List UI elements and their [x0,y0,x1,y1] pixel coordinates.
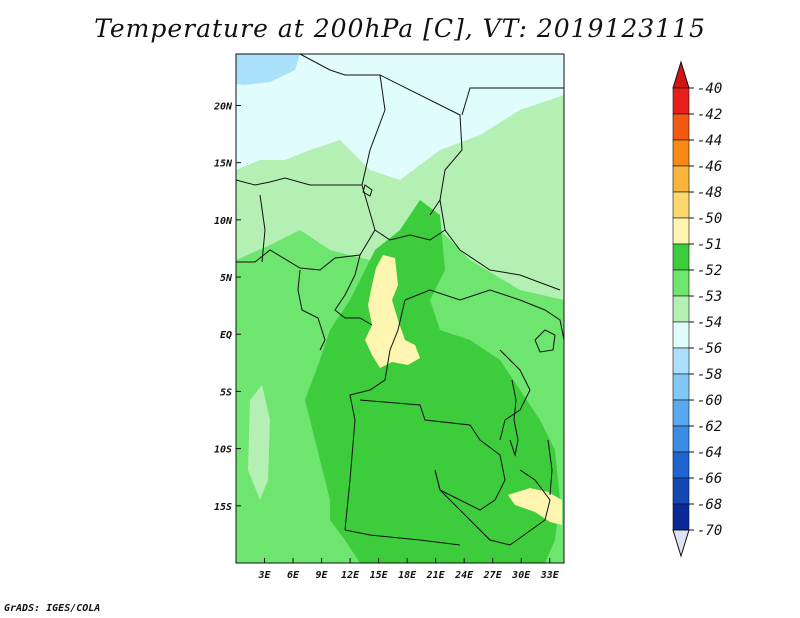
colorbar-label: -42 [697,107,722,123]
colorbar-bottom-arrow [672,529,690,558]
colorbar-swatch [672,321,690,349]
field-yellow-congo [365,255,420,368]
colorbar-label: -58 [697,367,722,383]
colorbar-swatch [672,451,690,479]
colorbar-swatch [672,243,690,271]
colorbar-swatch [672,503,690,531]
colorbar-swatch [672,165,690,193]
field-pale-cyan-north [236,54,564,180]
lon-tick-label: 30E [511,570,531,581]
lon-tick-label: 21E [426,570,446,581]
colorbar-swatch [672,295,690,323]
field-light-blue-nw [236,54,300,85]
colorbar-label: -40 [697,81,722,97]
lon-tick-label: 18E [398,570,417,581]
colorbar-label: -56 [697,341,722,357]
lat-tick-label: 15N [214,159,233,170]
map-frame [235,53,565,564]
grads-credit: GrADS: IGES/COLA [4,603,101,614]
colorbar-label: -60 [697,393,722,409]
field-green-central [305,200,560,563]
lat-tick-label: 5N [220,273,233,284]
colorbar-label: -68 [697,497,722,513]
colorbar-label: -70 [697,523,722,539]
colorbar-swatch [672,269,690,297]
field-light-green-southwest [248,385,270,500]
lon-tick-label: 12E [341,570,360,581]
lon-tick-label: 6E [287,570,300,581]
country-borders [236,54,564,546]
lat-tick-label: 20N [213,101,233,112]
colorbar-label: -62 [697,419,722,435]
lon-tick-label: 24E [454,570,474,581]
colorbar-label: -66 [697,471,722,487]
lat-tick-label: 10N [214,216,233,227]
colorbar-label: -50 [697,211,722,227]
lon-tick-label: 3E [257,570,271,581]
colorbar-swatch [672,477,690,505]
colorbar-swatch [672,373,690,401]
colorbar-swatch [672,113,690,141]
lon-tick-label: 9E [316,570,329,581]
colorbar-label: -64 [697,445,722,461]
colorbar-label: -51 [697,237,722,253]
colorbar-swatch [672,425,690,453]
colorbar-label: -44 [697,133,722,149]
lon-tick-label: 33E [540,570,560,581]
lat-tick-label: 10S [214,445,232,456]
latitude-ticks: 20N 15N 10N 5N EQ 5S 10S 15S [213,101,241,513]
colorbar-swatch [672,399,690,427]
colorbar-top-arrow [672,60,690,89]
lon-tick-label: 15E [370,570,389,581]
colorbar-label: -48 [697,185,722,201]
longitude-ticks: 3E 6E 9E 12E 15E 18E 21E 24E 27E 30E 33E [257,558,560,581]
lat-tick-label: EQ [220,330,232,341]
lat-tick-label: 15S [214,502,232,513]
lake-outlines [362,184,556,496]
colorbar-label: -46 [697,159,722,175]
lat-tick-label: 5S [220,387,232,398]
colorbar-swatch [672,139,690,167]
colorbar: -40 -42 -44 -46 -48 -50 -51 -52 -53 -54 -56 -58 -60 -… [672,60,722,558]
colorbar-label: -54 [697,315,722,331]
colorbar-swatch [672,191,690,219]
map-title: Temperature at 200hPa [C], VT: 201912311… [94,14,706,43]
field-green-southwest [330,520,360,563]
colorbar-swatch [672,347,690,375]
colorbar-swatch [672,217,690,245]
lon-tick-label: 27E [483,570,503,581]
colorbar-label: -52 [697,263,722,279]
colorbar-label: -53 [697,289,722,305]
colorbar-swatch [672,87,690,115]
